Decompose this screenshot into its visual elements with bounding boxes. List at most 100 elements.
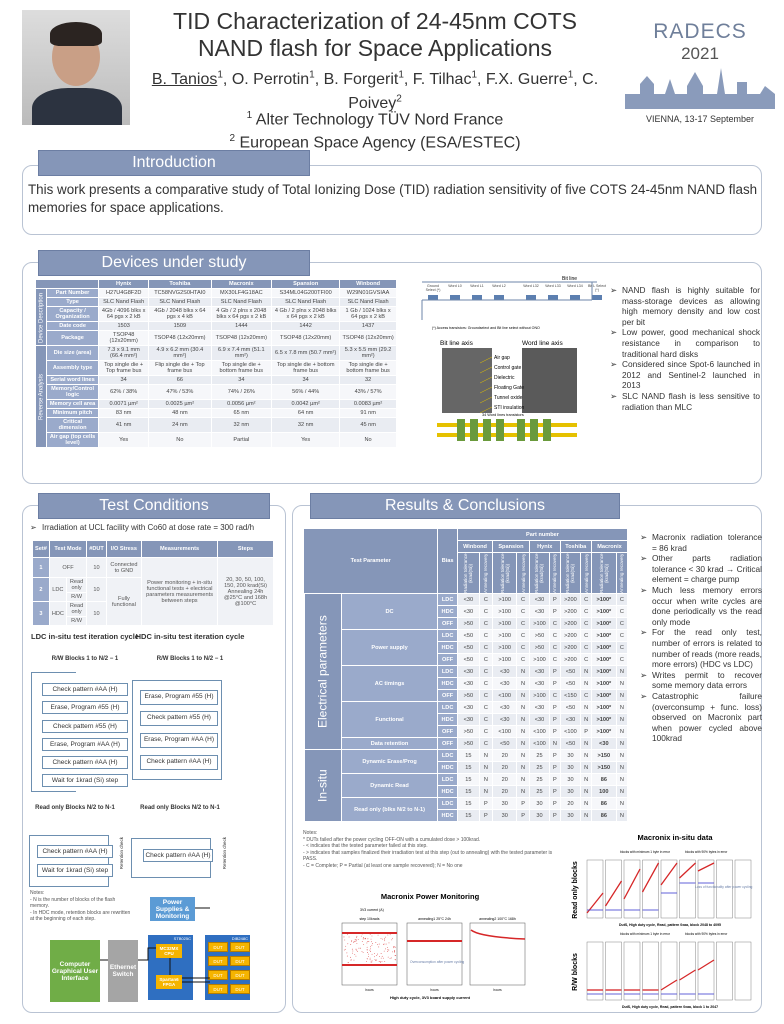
devices-bullets: NAND flash is highly suitable for mass-s… <box>610 285 760 412</box>
device-table: Hynix Toshiba Macronix Spansion Winbond Devic… <box>35 279 397 448</box>
device-cell: 4.9 x 6.2 mm (30.4 mm²) <box>149 346 211 361</box>
result-cell: N <box>616 714 627 726</box>
power-point <box>395 955 396 956</box>
device-cell: No <box>340 433 397 448</box>
power-chart-title: Macronix Power Monitoring <box>381 892 480 901</box>
cell-label: Word L33 <box>543 284 563 288</box>
insitu-subplot <box>624 942 640 1000</box>
device-cell: TSOP48 (12x20mm) <box>272 331 340 346</box>
result-cell: >100* <box>591 642 616 654</box>
results-bullets: Macronix radiation tolerance = 86 kradOt… <box>640 532 762 744</box>
power-point <box>356 937 357 938</box>
result-cell: C <box>550 618 560 630</box>
set-3: 3 <box>33 602 50 626</box>
power-point <box>366 943 367 944</box>
power-point <box>372 936 373 937</box>
affiliation-name: Alter Technology TÜV Nord France <box>256 111 504 128</box>
power-point <box>344 937 345 938</box>
result-cell: C <box>479 666 492 678</box>
result-cell: C <box>616 618 627 630</box>
bias-cell: HDC <box>438 810 458 822</box>
bullet-item: NAND flash is highly suitable for mass-s… <box>610 285 760 327</box>
row-label: Memory/Control logic <box>47 385 99 400</box>
power-point <box>379 961 380 962</box>
result-cell: >100* <box>591 702 616 714</box>
ldc-ro-step: Check pattern #AA (H) <box>37 845 113 858</box>
device-cell: 4 Gb / 2 plns x 2048 blks x 64 pgs x 2 k… <box>272 307 340 322</box>
device-row: Package TSOP48 (12x20mm) TSOP48 (12x20mm) T… <box>36 331 397 346</box>
result-cell: C <box>517 594 529 606</box>
power-point <box>370 958 371 959</box>
result-cell: 30 <box>493 798 517 810</box>
th-subcol: Radiation tolerance (krad(Si)) <box>534 553 544 593</box>
device-cell: Top single die + bottom frame bus <box>211 361 272 376</box>
power-point <box>384 951 385 952</box>
device-cell: TSOP48 (12x20mm) <box>340 331 397 346</box>
device-cell: 32 nm <box>272 418 340 433</box>
power-point <box>356 956 357 957</box>
power-point <box>379 956 380 957</box>
device-cell: SLC Nand Flash <box>272 298 340 307</box>
result-cell: <30 <box>529 702 549 714</box>
power-point <box>376 960 377 961</box>
result-cell: 25 <box>529 762 549 774</box>
cell-transistor <box>592 295 602 300</box>
mode-hdc: HDC <box>49 602 66 626</box>
power-band <box>407 940 462 942</box>
device-cell: H27U4G8F2D <box>99 289 149 298</box>
power-caption: High duty cycle, 3V3 board supply curren… <box>390 995 471 1000</box>
result-cell: >150 <box>591 750 616 762</box>
notes-title: Notes: <box>303 830 558 837</box>
power-point <box>385 937 386 938</box>
result-cell: 25 <box>529 774 549 786</box>
hdc-read-only: Read only <box>66 602 86 617</box>
device-cell: 41 nm <box>99 418 149 433</box>
result-cell: 15 <box>457 786 479 798</box>
row-label: R/W blocks <box>572 953 579 991</box>
device-cell: 0.0056 µm² <box>211 400 272 409</box>
ldc-rw: R/W <box>66 593 86 602</box>
result-cell: C <box>479 714 492 726</box>
device-cell: 34 <box>211 376 272 385</box>
section-label: Device Description <box>36 289 47 346</box>
result-cell: N <box>581 798 592 810</box>
bullet-item: Much less memory errors occur when write… <box>640 585 762 627</box>
result-cell: 30 <box>529 798 549 810</box>
power-point <box>376 955 377 956</box>
device-cell: 62% / 38% <box>99 385 149 400</box>
power-point <box>388 950 389 951</box>
bias-cell: LDC <box>438 666 458 678</box>
result-cell: <30 <box>529 714 549 726</box>
hdc-ro-step: Check pattern #AA (H) <box>143 849 213 862</box>
result-cell: >100 <box>529 654 549 666</box>
result-cell: >100 <box>529 618 549 630</box>
legend-entry: blocks with 90% bytes in error <box>685 932 728 936</box>
result-cell: N <box>479 774 492 786</box>
note: - > indicates that samples finalized the… <box>303 850 558 863</box>
device-row: Type SLC Nand Flash SLC Nand Flash SLC Nand… <box>36 298 397 307</box>
result-cell: 30 <box>560 810 581 822</box>
result-cell: N <box>517 738 529 750</box>
device-cell: 6.9 x 7.4 mm (51.1 mm²) <box>211 346 272 361</box>
power-point <box>344 940 345 941</box>
author-sup: 1 <box>217 70 223 81</box>
layer-label: Dielectric <box>494 375 515 381</box>
result-cell: N <box>616 762 627 774</box>
bullet-item: Other parts radiation tolerance < 30 kra… <box>640 553 762 585</box>
power-point <box>347 956 348 957</box>
th-subcol: Radiation tolerance (krad(Si)) <box>500 553 510 593</box>
power-point <box>377 954 378 955</box>
set-2: 2 <box>33 578 50 602</box>
device-cell: 65 nm <box>211 409 272 418</box>
power-band <box>342 964 397 966</box>
insitu-subplot <box>717 942 733 1000</box>
ldc-retention-label: Retention check <box>119 837 124 869</box>
cell-label: Ground Select (*) <box>423 284 443 292</box>
result-cell: <30 <box>529 678 549 690</box>
power-point <box>377 944 378 945</box>
result-cell: C <box>479 726 492 738</box>
result-cell: <50 <box>560 738 581 750</box>
result-cell: 20 <box>560 798 581 810</box>
result-cell: >100* <box>591 678 616 690</box>
power-point <box>350 957 351 958</box>
